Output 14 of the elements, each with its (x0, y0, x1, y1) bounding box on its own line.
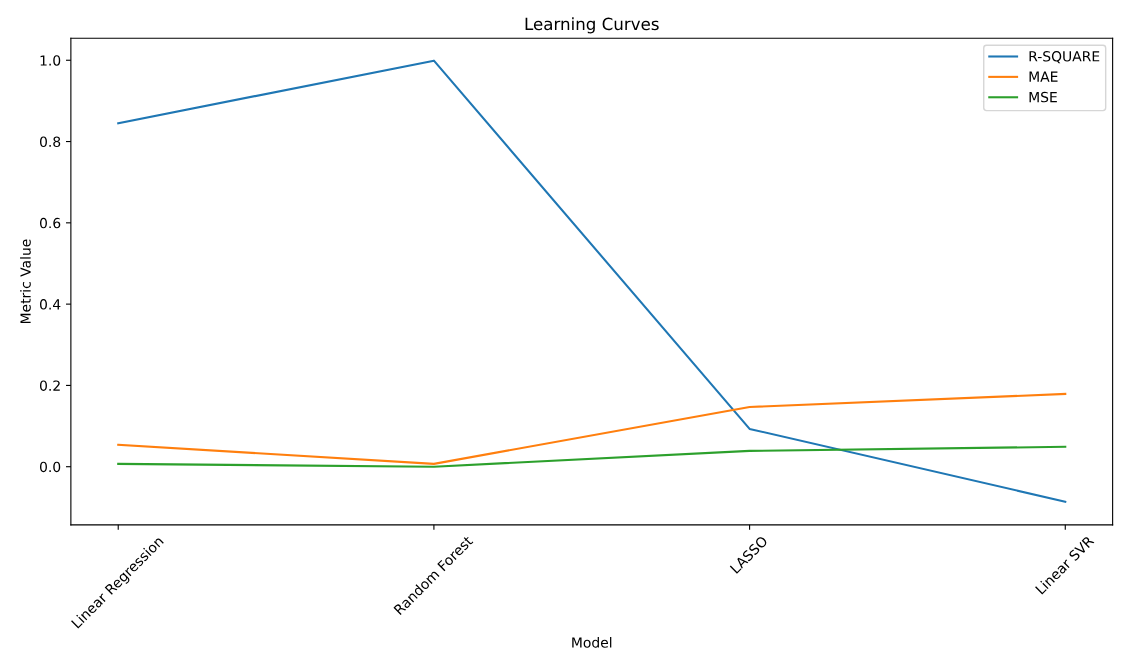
y-tick-label: 0.8 (39, 136, 61, 148)
y-axis-title: Metric Value (20, 239, 31, 324)
y-tick-label: 1.0 (40, 55, 61, 66)
y-tick-label: 0.6 (39, 217, 61, 229)
legend-label: MSE (1029, 91, 1057, 103)
line-series (117, 445, 1067, 468)
chart-title: Learning Curves (525, 17, 659, 34)
y-tick-label: 0.2 (39, 380, 60, 391)
line-series (117, 392, 1067, 465)
x-axis-title: Model (572, 636, 612, 648)
y-tick-label: 0.0 (39, 461, 61, 473)
legend-label: MAE (1029, 71, 1058, 82)
y-tick-label: 0.4 (39, 299, 61, 310)
legend-label: R-SQUARE (1029, 51, 1100, 64)
